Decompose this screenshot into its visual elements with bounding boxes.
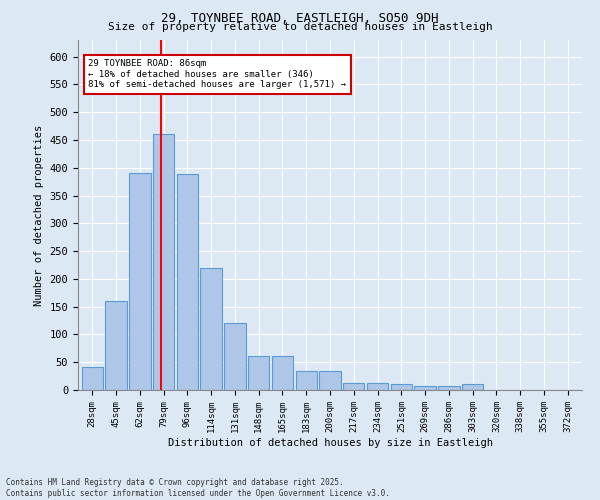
Bar	[391, 384, 412, 390]
Bar	[82, 366, 103, 390]
Bar	[343, 383, 364, 390]
Bar	[129, 174, 151, 390]
Bar	[438, 386, 460, 390]
Bar	[367, 383, 388, 390]
Bar	[415, 386, 436, 390]
Bar	[272, 356, 293, 390]
Text: Contains HM Land Registry data © Crown copyright and database right 2025.
Contai: Contains HM Land Registry data © Crown c…	[6, 478, 390, 498]
Bar	[462, 384, 484, 390]
Bar	[248, 356, 269, 390]
Bar	[176, 174, 198, 390]
Bar	[200, 268, 222, 390]
Text: 29 TOYNBEE ROAD: 86sqm
← 18% of detached houses are smaller (346)
81% of semi-de: 29 TOYNBEE ROAD: 86sqm ← 18% of detached…	[88, 59, 346, 89]
Bar	[153, 134, 174, 390]
Text: 29, TOYNBEE ROAD, EASTLEIGH, SO50 9DH: 29, TOYNBEE ROAD, EASTLEIGH, SO50 9DH	[161, 12, 439, 26]
Y-axis label: Number of detached properties: Number of detached properties	[34, 124, 44, 306]
Bar	[106, 301, 127, 390]
Bar	[224, 324, 245, 390]
Text: Size of property relative to detached houses in Eastleigh: Size of property relative to detached ho…	[107, 22, 493, 32]
Bar	[296, 370, 317, 390]
Bar	[319, 370, 341, 390]
X-axis label: Distribution of detached houses by size in Eastleigh: Distribution of detached houses by size …	[167, 438, 493, 448]
